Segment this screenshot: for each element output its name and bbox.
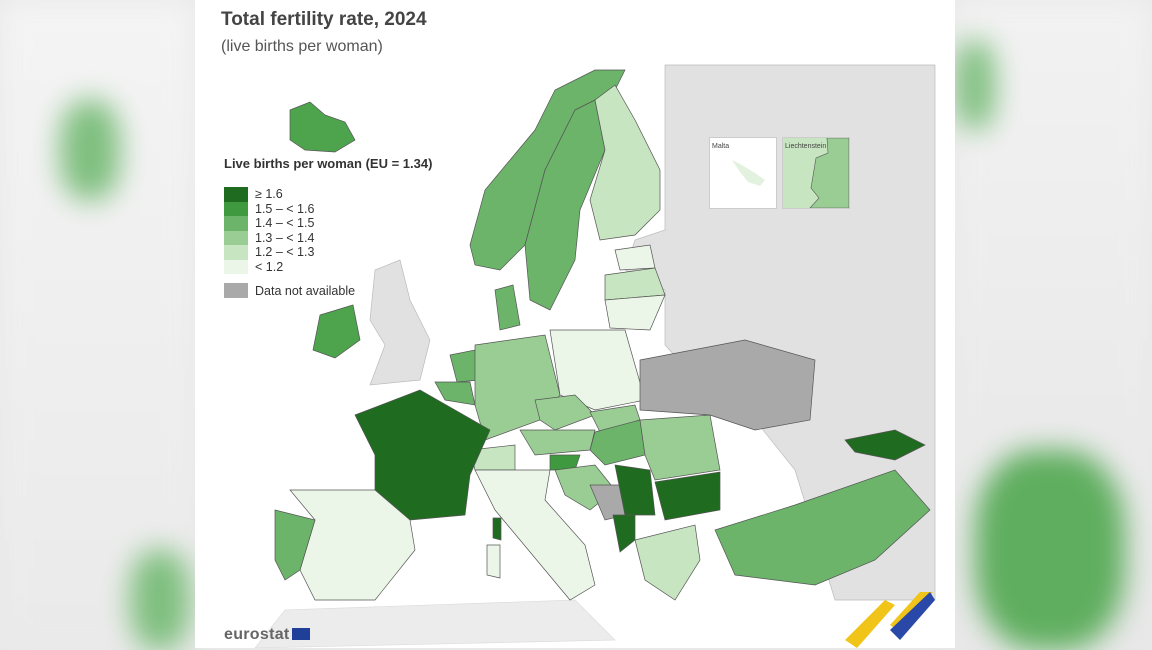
legend-item: 1.3 – < 1.4 <box>224 230 432 245</box>
legend-label: 1.4 – < 1.5 <box>255 216 315 231</box>
country-greece <box>634 524 701 601</box>
inset-label: Liechtenstein <box>785 143 827 150</box>
inset-malta: Malta <box>709 137 777 209</box>
legend-label: Data not available <box>255 283 356 298</box>
country-lithuania <box>604 294 666 331</box>
legend-item-not-available: Data not available <box>224 283 432 298</box>
legend-label: < 1.2 <box>255 259 284 274</box>
legend-swatch <box>224 187 248 202</box>
legend-swatch <box>224 230 248 245</box>
country-sardinia <box>486 544 501 579</box>
country-portugal <box>274 509 316 581</box>
blurred-background-left <box>0 0 195 650</box>
country-bulgaria <box>654 471 721 521</box>
country-corsica <box>492 517 502 541</box>
country-denmark <box>494 284 521 331</box>
map-title: Total fertility rate, 2024 <box>221 9 427 30</box>
country-austria <box>519 429 596 456</box>
country-czechia <box>534 394 596 431</box>
inset-liechtenstein: Liechtenstein <box>782 137 850 209</box>
country-hungary <box>589 419 646 466</box>
country-latvia <box>604 267 666 301</box>
legend-title: Live births per woman (EU = 1.34) <box>224 156 433 171</box>
legend-label: ≥ 1.6 <box>255 187 283 202</box>
legend-item: 1.2 – < 1.3 <box>224 245 432 260</box>
legend-item: < 1.2 <box>224 259 432 274</box>
europe-map <box>254 64 936 648</box>
eurostat-brand-stripe-blue <box>890 592 935 640</box>
legend-swatch <box>224 201 248 216</box>
eurostat-logo: eurostat <box>224 626 310 644</box>
eu-flag-icon <box>291 628 310 640</box>
legend: Live births per woman (EU = 1.34) ≥ 1.6 … <box>224 156 432 298</box>
country-serbia <box>614 464 656 516</box>
country-sweden <box>524 99 606 311</box>
blurred-background-right <box>955 0 1152 650</box>
legend-swatch <box>224 259 248 274</box>
map-panel: Total fertility rate, 2024 (live births … <box>195 0 955 648</box>
legend-item: 1.5 – < 1.6 <box>224 201 432 216</box>
country-belgium <box>434 381 476 406</box>
country-estonia <box>614 244 656 271</box>
land-north-africa <box>254 599 616 648</box>
country-montenegro <box>612 514 636 553</box>
country-georgia <box>844 429 926 461</box>
country-poland <box>549 329 646 411</box>
legend-swatch <box>224 283 248 298</box>
country-turkiye <box>714 469 931 586</box>
legend-swatch <box>224 245 248 260</box>
legend-label: 1.5 – < 1.6 <box>255 201 315 216</box>
malta-shape <box>732 160 765 186</box>
country-france <box>354 389 491 521</box>
country-romania <box>639 414 721 481</box>
legend-label: 1.3 – < 1.4 <box>255 230 315 245</box>
country-italy <box>474 469 596 601</box>
country-ukraine <box>639 339 816 431</box>
liechtenstein-shape <box>809 138 849 208</box>
legend-label: 1.2 – < 1.3 <box>255 245 315 260</box>
legend-swatch <box>224 216 248 231</box>
country-ireland <box>312 304 361 359</box>
map-subtitle: (live births per woman) <box>221 38 383 55</box>
land-uk <box>369 259 431 386</box>
inset-label: Malta <box>712 143 730 150</box>
country-finland <box>589 84 661 241</box>
eurostat-brand-stripes <box>845 592 933 648</box>
country-iceland <box>289 101 356 153</box>
legend-item: 1.4 – < 1.5 <box>224 216 432 231</box>
legend-item: ≥ 1.6 <box>224 187 432 202</box>
